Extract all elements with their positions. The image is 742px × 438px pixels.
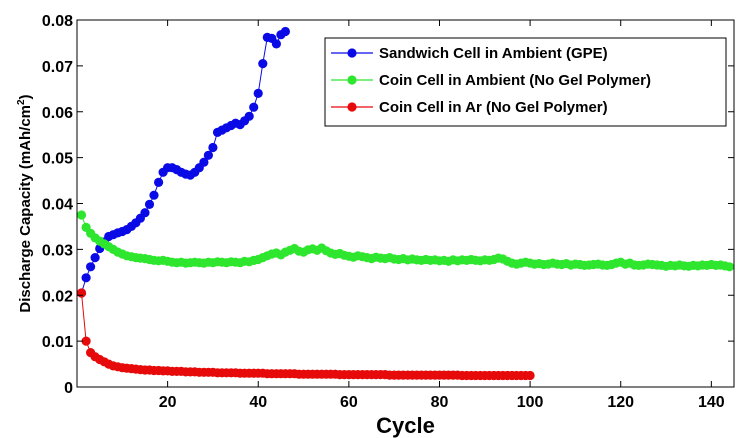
data-point: [208, 142, 218, 153]
x-tick-label: 100: [517, 394, 544, 411]
data-point: [144, 199, 155, 209]
data-point: [149, 190, 159, 200]
y-tick-label: 0.03: [42, 242, 73, 259]
data-point: [724, 262, 735, 272]
data-point: [76, 288, 87, 298]
y-tick-label: 0.07: [42, 59, 73, 76]
data-point: [81, 336, 91, 346]
data-point: [203, 150, 213, 160]
legend: Sandwich Cell in Ambient (GPE) Coin Cell …: [324, 37, 727, 127]
data-point: [258, 59, 268, 69]
data-point: [154, 177, 164, 187]
y-axis-title-main: Discharge Capacity (mAh/cm: [17, 105, 34, 313]
x-tick-label: 140: [698, 394, 725, 411]
y-tick-label: 0.06: [42, 105, 73, 122]
x-tick-label: 120: [607, 394, 634, 411]
data-point: [253, 88, 263, 98]
x-tick-label: 60: [340, 394, 358, 411]
data-point: [244, 111, 254, 121]
legend-label: Coin Cell in Ar (No Gel Polymer): [379, 99, 608, 116]
x-tick-label: 80: [431, 394, 449, 411]
axes-group: 20 40 60 80 100 120 140 0 0.01 0.02 0.03 0.04 0.05 0.…: [42, 13, 734, 411]
data-point: [90, 253, 100, 263]
data-point: [140, 208, 150, 218]
data-point: [249, 102, 259, 112]
data-point: [271, 39, 281, 49]
legend-marker: [347, 102, 357, 112]
legend-label: Sandwich Cell in Ambient (GPE): [379, 45, 608, 62]
y-axis-title: Discharge Capacity (mAh/cm2): [16, 94, 34, 312]
y-tick-label: 0.05: [42, 151, 73, 168]
data-point: [86, 262, 96, 272]
y-tick-label: 0.02: [42, 288, 73, 305]
y-axis-title-superscript: 2: [16, 99, 27, 105]
data-point: [280, 26, 290, 37]
series-3: [76, 288, 535, 381]
series-2: [76, 210, 735, 272]
legend-marker: [347, 48, 357, 58]
legend-item: Coin Cell in Ambient (No Gel Polymer): [331, 72, 651, 89]
y-tick-label: 0: [64, 380, 73, 397]
data-point: [199, 157, 209, 167]
data-point: [76, 210, 87, 220]
legend-label: Coin Cell in Ambient (No Gel Polymer): [379, 72, 651, 89]
x-axis-title: Cycle: [376, 413, 435, 438]
legend-item: Coin Cell in Ar (No Gel Polymer): [331, 99, 608, 116]
data-point: [525, 370, 535, 381]
y-axis-title-end: ): [17, 94, 34, 99]
y-tick-label: 0.01: [42, 334, 73, 351]
x-tick-label: 40: [249, 394, 267, 411]
legend-marker: [347, 75, 357, 85]
legend-box: [324, 37, 727, 127]
data-point: [81, 273, 91, 283]
legend-item: Sandwich Cell in Ambient (GPE): [331, 45, 608, 62]
y-tick-label: 0.04: [42, 197, 73, 214]
y-tick-label: 0.08: [42, 13, 73, 30]
series-group: [76, 26, 735, 381]
x-tick-label: 20: [159, 394, 177, 411]
